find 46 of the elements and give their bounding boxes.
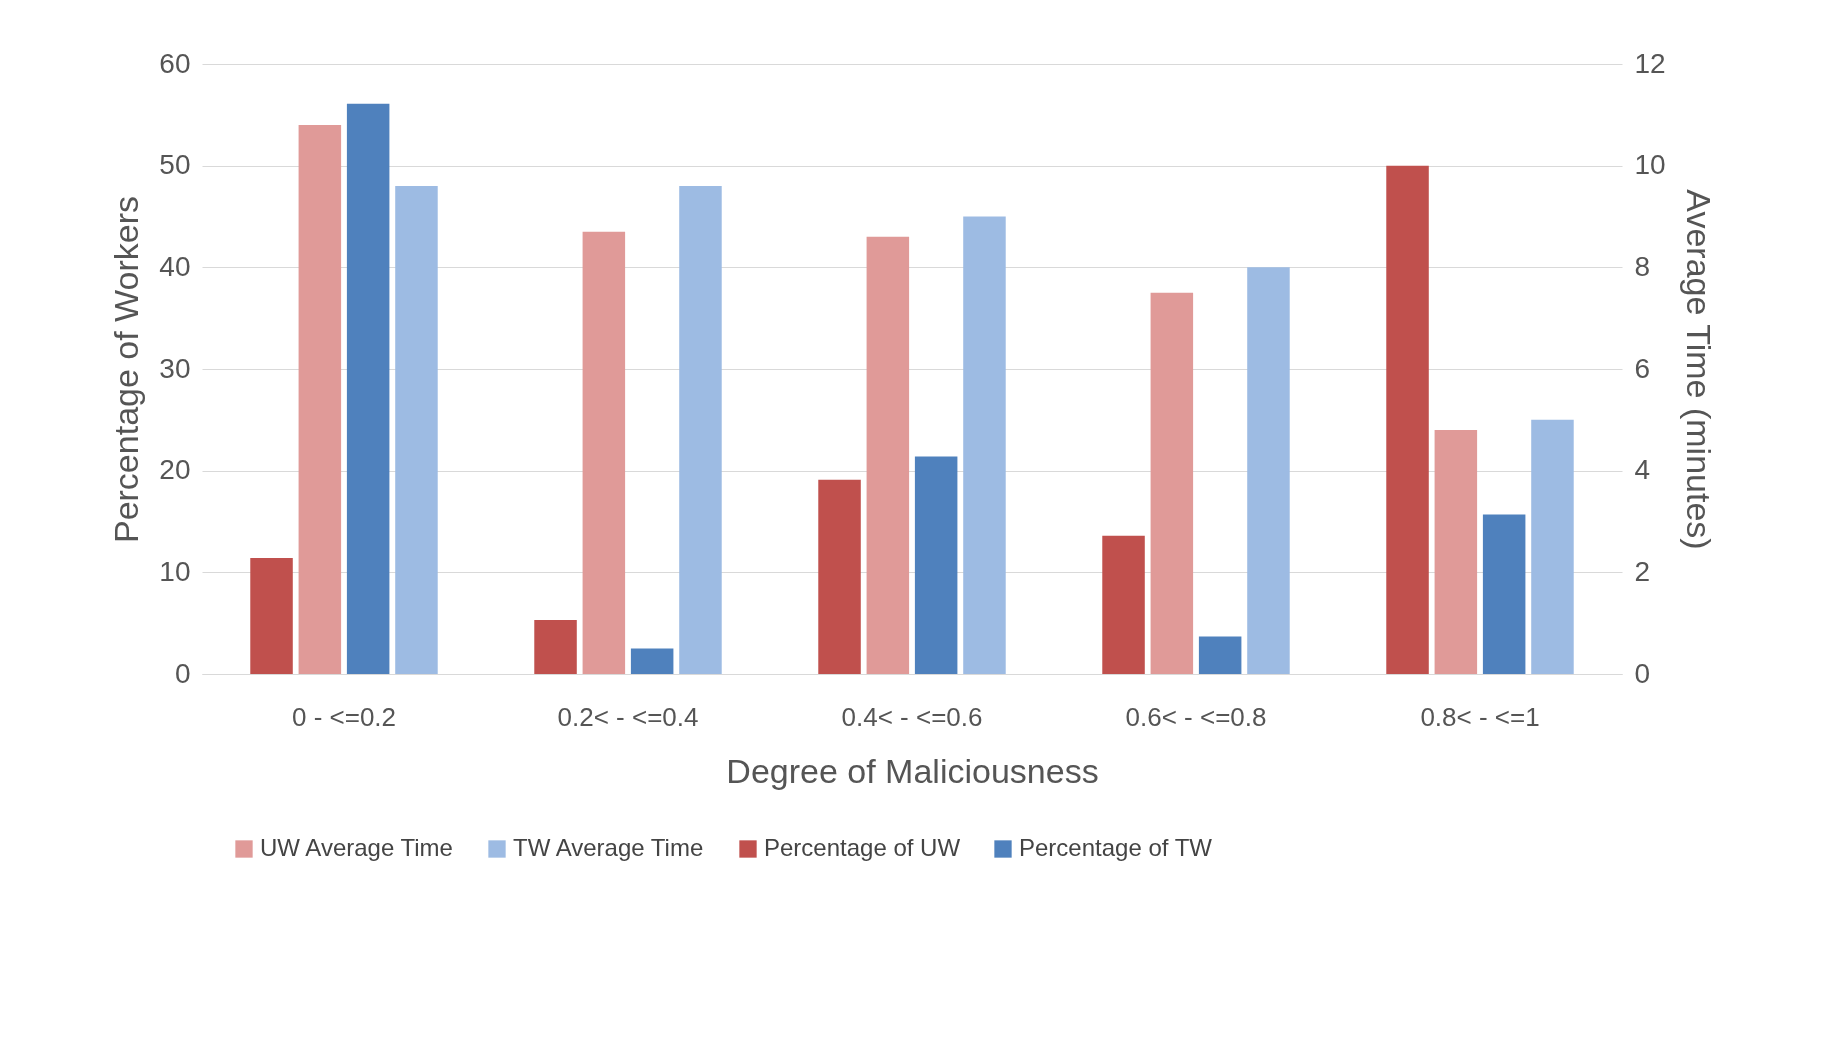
bar: [914, 456, 958, 674]
y-tick-label: 30: [159, 352, 191, 384]
bar: [1198, 636, 1242, 674]
bar: [679, 186, 722, 674]
bar: [298, 125, 342, 674]
y2-tick-label: 6: [1634, 352, 1651, 384]
bar: [963, 216, 1006, 674]
bar: [1247, 267, 1290, 674]
bar: [1102, 535, 1145, 674]
bar: [395, 186, 438, 674]
y-tick-label: 60: [159, 47, 191, 79]
y-tick-label: 20: [159, 454, 191, 486]
bar: [1150, 292, 1194, 674]
y-tick-label: 10: [159, 555, 191, 587]
bar: [250, 558, 293, 674]
bar: [1386, 165, 1429, 674]
legend-label: Percentage of TW: [1019, 834, 1213, 861]
y-tick-label: 0: [174, 657, 191, 689]
y2-tick-label: 4: [1634, 454, 1651, 486]
y-tick-label: 50: [159, 149, 191, 181]
bar: [1482, 514, 1526, 674]
bar: [1434, 430, 1478, 674]
bar: [346, 103, 390, 674]
y2-tick-label: 8: [1634, 250, 1651, 282]
bar: [630, 648, 674, 674]
legend-label: TW Average Time: [513, 834, 704, 861]
bar: [866, 236, 910, 674]
bar: [1531, 419, 1574, 674]
x-tick-label: 0.6< - <=0.8: [1125, 701, 1267, 732]
y2-tick-label: 2: [1634, 555, 1651, 587]
legend-label: UW Average Time: [260, 834, 453, 861]
x-axis-title: Degree of Maliciousness: [726, 751, 1099, 790]
legend-label: Percentage of UW: [764, 834, 961, 861]
y2-tick-label: 0: [1634, 657, 1651, 689]
bar: [818, 479, 861, 674]
x-tick-label: 0 - <=0.2: [291, 701, 397, 732]
x-tick-label: 0.2< - <=0.4: [557, 701, 699, 732]
y2-tick-label: 10: [1634, 149, 1666, 181]
y-axis-title: Percentage of Workers: [107, 195, 146, 544]
x-tick-label: 0.8< - <=1: [1420, 701, 1540, 732]
y2-axis-title: Average Time (minutes): [1679, 189, 1718, 550]
y2-tick-label: 12: [1634, 47, 1666, 79]
x-tick-label: 0.4< - <=0.6: [841, 701, 983, 732]
bar: [582, 231, 626, 674]
bar: [534, 620, 577, 674]
y-tick-label: 40: [159, 250, 191, 282]
